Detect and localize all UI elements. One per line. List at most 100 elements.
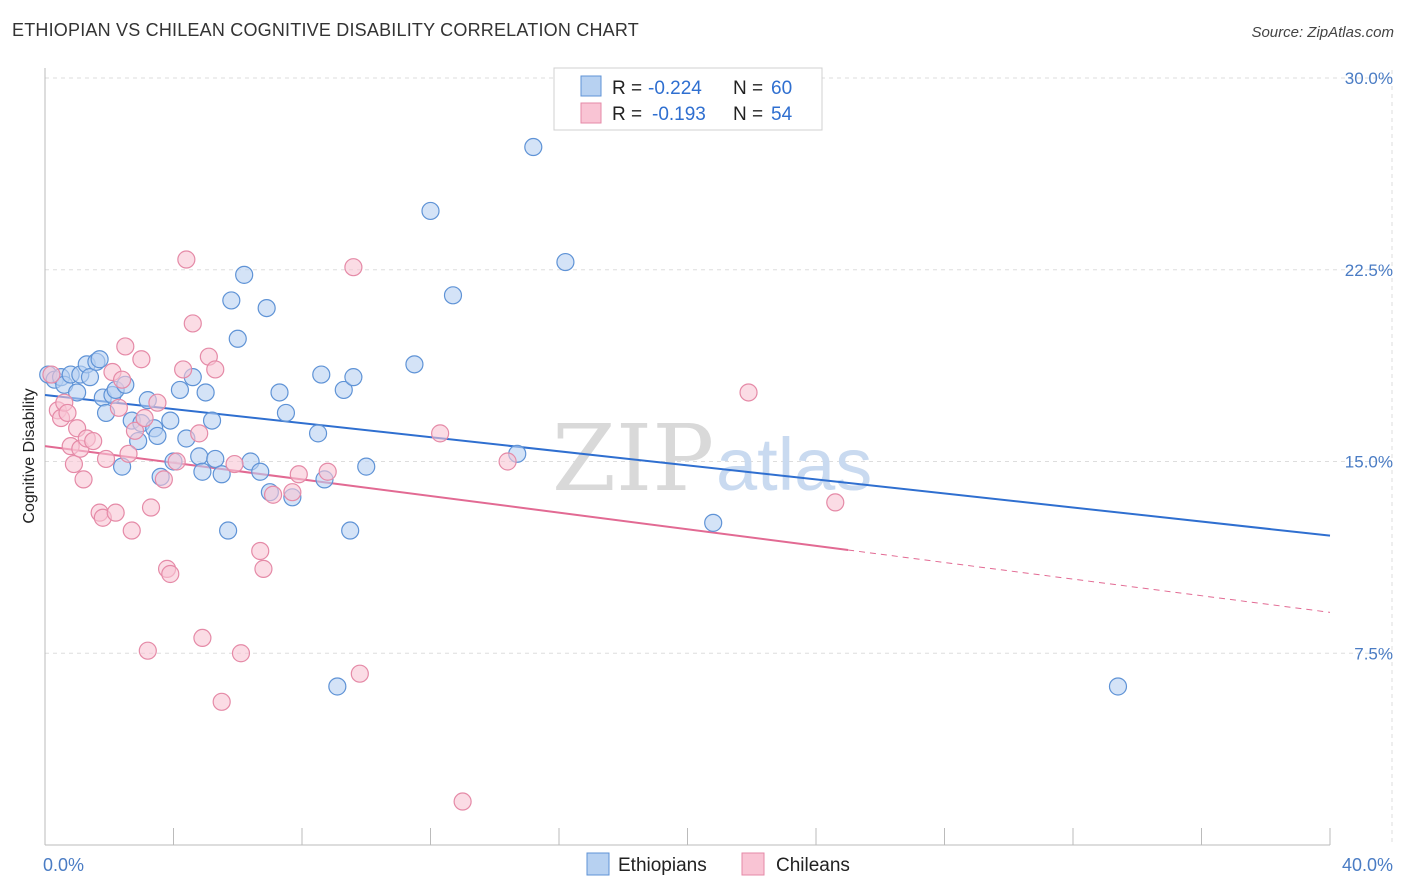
point-chileans-50 bbox=[431, 424, 450, 443]
point-chileans-44 bbox=[263, 485, 283, 504]
point-chileans-17 bbox=[109, 398, 128, 417]
point-chileans-48 bbox=[344, 258, 363, 277]
watermark: ZIP atlas bbox=[552, 405, 872, 512]
chart-title: ETHIOPIAN VS CHILEAN COGNITIVE DISABILIT… bbox=[12, 20, 639, 40]
y-tick-label-3: 30.0% bbox=[1345, 69, 1393, 88]
point-ethiopians-38 bbox=[235, 265, 254, 284]
point-chileans-41 bbox=[231, 644, 251, 663]
point-chileans-45 bbox=[283, 483, 302, 502]
point-ethiopians-31 bbox=[196, 383, 215, 402]
watermark-atlas: atlas bbox=[716, 423, 872, 506]
legend-r-label-ethiopians: R = bbox=[612, 78, 642, 99]
point-chileans-49 bbox=[350, 664, 369, 683]
axes bbox=[44, 68, 1331, 846]
point-chileans-20 bbox=[119, 444, 138, 463]
point-chileans-23 bbox=[132, 350, 151, 369]
trend-line-extension-chileans bbox=[848, 549, 1331, 613]
source-credit: Source: ZipAtlas.com bbox=[1251, 24, 1394, 41]
point-chileans-33 bbox=[177, 250, 196, 269]
point-ethiopians-22 bbox=[148, 426, 167, 446]
point-chileans-4 bbox=[58, 403, 77, 423]
point-chileans-35 bbox=[190, 424, 209, 443]
y-tick-label-2: 22.5% bbox=[1345, 261, 1393, 280]
point-ethiopians-44 bbox=[276, 403, 296, 423]
legend: R = -0.224 N = 60 R = -0.193 N = 54 bbox=[553, 67, 823, 131]
bottom-legend: Ethiopians Chileans bbox=[586, 852, 850, 876]
legend-r-value-ethiopians: -0.224 bbox=[648, 78, 702, 99]
point-ethiopians-32 bbox=[202, 411, 222, 430]
legend-r-value-chileans: -0.193 bbox=[652, 104, 706, 125]
point-ethiopians-56 bbox=[443, 286, 463, 305]
point-chileans-9 bbox=[74, 470, 93, 489]
point-chileans-21 bbox=[122, 521, 141, 540]
point-chileans-14 bbox=[96, 449, 116, 469]
point-chileans-0 bbox=[42, 365, 61, 384]
grid-lines bbox=[45, 70, 1393, 845]
x-tick-label-0: 0.0% bbox=[43, 855, 84, 875]
point-ethiopians-30 bbox=[193, 462, 212, 481]
point-ethiopians-8 bbox=[80, 368, 100, 387]
legend-n-value-chileans: 54 bbox=[771, 104, 793, 125]
point-chileans-43 bbox=[254, 559, 273, 578]
y-axis-label: Cognitive Disability bbox=[21, 388, 38, 523]
point-chileans-47 bbox=[318, 462, 337, 481]
point-chileans-51 bbox=[453, 792, 472, 811]
point-ethiopians-35 bbox=[219, 521, 238, 540]
legend-swatch-ethiopians bbox=[580, 75, 602, 97]
point-ethiopians-40 bbox=[251, 462, 270, 481]
point-ethiopians-47 bbox=[312, 365, 331, 384]
point-ethiopians-41 bbox=[257, 299, 276, 318]
point-ethiopians-49 bbox=[328, 677, 347, 696]
point-ethiopians-43 bbox=[270, 383, 289, 402]
y-tick-label-1: 15.0% bbox=[1345, 453, 1393, 472]
point-ethiopians-54 bbox=[405, 355, 424, 374]
point-ethiopians-24 bbox=[161, 411, 180, 430]
point-ethiopians-33 bbox=[206, 449, 225, 469]
point-chileans-42 bbox=[251, 541, 270, 561]
trend-line-ethiopians bbox=[44, 394, 1331, 537]
point-chileans-26 bbox=[141, 498, 161, 517]
point-ethiopians-55 bbox=[421, 201, 440, 221]
point-chileans-28 bbox=[154, 470, 173, 489]
point-chileans-22 bbox=[125, 421, 145, 440]
point-chileans-16 bbox=[106, 503, 125, 522]
point-chileans-27 bbox=[148, 393, 167, 412]
tick-labels: 7.5% 15.0% 22.5% 30.0% 0.0% 40.0% bbox=[43, 69, 1393, 875]
point-chileans-31 bbox=[167, 452, 186, 471]
point-ethiopians-36 bbox=[222, 291, 241, 310]
point-ethiopians-29 bbox=[190, 447, 209, 466]
point-chileans-39 bbox=[212, 692, 231, 711]
y-tick-label-0: 7.5% bbox=[1354, 644, 1393, 663]
x-tick-label-1: 40.0% bbox=[1342, 855, 1393, 875]
bottom-legend-label-chileans: Chileans bbox=[776, 855, 850, 876]
point-ethiopians-34 bbox=[212, 465, 231, 484]
point-chileans-52 bbox=[498, 452, 517, 471]
point-chileans-36 bbox=[193, 628, 212, 648]
bottom-legend-swatch-ethiopians bbox=[586, 852, 610, 876]
point-chileans-11 bbox=[84, 431, 103, 451]
point-chileans-6 bbox=[64, 454, 84, 474]
point-ethiopians-60 bbox=[704, 513, 723, 532]
bottom-legend-swatch-chileans bbox=[741, 852, 765, 876]
legend-n-value-ethiopians: 60 bbox=[771, 78, 792, 99]
point-chileans-24 bbox=[135, 408, 154, 428]
point-ethiopians-37 bbox=[228, 329, 247, 348]
legend-r-label-chileans: R = bbox=[612, 104, 642, 125]
legend-n-label-ethiopians: N = bbox=[733, 78, 763, 99]
data-points bbox=[39, 137, 1128, 811]
legend-swatch-chileans bbox=[580, 102, 602, 124]
point-chileans-30 bbox=[161, 564, 180, 584]
point-ethiopians-10 bbox=[90, 350, 109, 369]
point-ethiopians-26 bbox=[170, 380, 190, 400]
point-ethiopians-59 bbox=[556, 252, 575, 272]
point-chileans-25 bbox=[138, 641, 157, 660]
point-chileans-34 bbox=[183, 314, 202, 333]
point-chileans-40 bbox=[225, 454, 244, 474]
point-chileans-19 bbox=[116, 337, 135, 356]
point-ethiopians-5 bbox=[68, 383, 87, 402]
point-ethiopians-50 bbox=[334, 380, 353, 400]
bottom-legend-label-ethiopians: Ethiopians bbox=[618, 855, 707, 876]
point-ethiopians-61 bbox=[1108, 677, 1128, 696]
point-chileans-53 bbox=[739, 383, 758, 402]
